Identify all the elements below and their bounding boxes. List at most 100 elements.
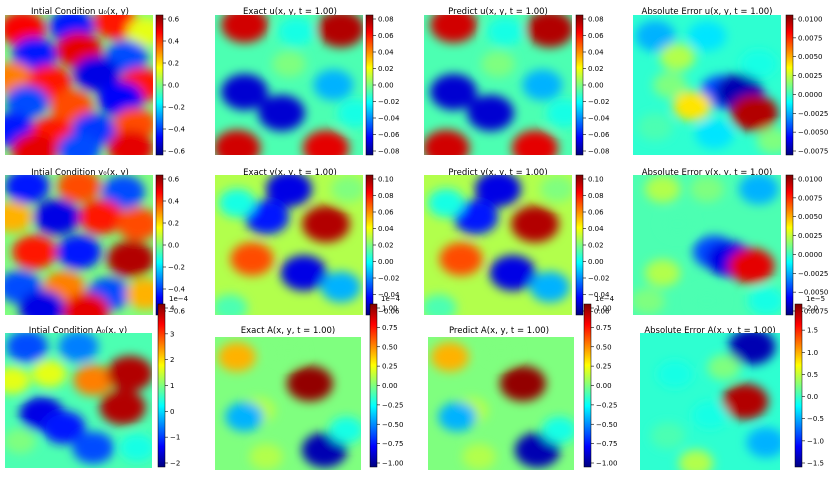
heatmap-blob xyxy=(277,17,315,47)
heatmap-blob xyxy=(56,234,102,270)
panel-title: Absolute Error A(x, y, t = 1.00) xyxy=(644,326,775,336)
colorbar-tick-label: 0.2 xyxy=(168,60,179,68)
colorbar-tick-label: 0.0100 xyxy=(798,176,823,184)
colorbar-tick-label: 0.0075 xyxy=(798,194,823,202)
panel-title: Absolute Error u(x, y, t = 1.00) xyxy=(642,7,773,17)
colorbar-tick-label: −0.25 xyxy=(382,401,403,409)
colorbar-multiplier: 1e−4 xyxy=(169,295,189,303)
panel-title: Intial Condition A₀(x, y) xyxy=(29,326,127,336)
panel-9: Intial Condition A₀(x, y) 4 3 2 1 0 −1 −2 1e−4 xyxy=(5,295,189,468)
colorbar: 4 3 2 1 0 −1 −2 1e−4 xyxy=(157,295,189,468)
colorbar-tick-label: −0.2 xyxy=(168,264,185,272)
heatmap-blob xyxy=(644,175,681,203)
heatmap-blob xyxy=(721,383,769,420)
colorbar-tick-label: −0.02 xyxy=(378,275,399,283)
panel-2: Exact u(x, y, t = 1.00)0.080.060.040.020… xyxy=(215,7,400,156)
heatmap-blob xyxy=(12,234,57,270)
heatmap-blob xyxy=(678,449,714,470)
heatmap-blob xyxy=(690,175,724,203)
panel-title: Exact A(x, y, t = 1.00) xyxy=(241,326,335,336)
colorbar-tick-label: −0.06 xyxy=(588,308,610,316)
panel-5: Intial Condition v₀(x, y) 0.6 0.4 0.2 0.0 −0.… xyxy=(5,168,186,316)
heatmap-blob xyxy=(42,410,86,445)
heatmap-blob xyxy=(486,17,524,47)
heatmap-blob xyxy=(18,290,66,315)
colorbar-tick-label: 0.0050 xyxy=(798,213,823,221)
colorbar-tick-label: 0.0050 xyxy=(798,53,823,61)
heatmap-blob xyxy=(740,49,778,79)
heatmap-blob xyxy=(5,201,33,233)
colorbar-tick-label: −0.6 xyxy=(168,308,186,316)
heatmap-blob xyxy=(687,21,727,51)
colorbar-tick-label: −0.75 xyxy=(382,440,403,448)
heatmap xyxy=(215,175,363,315)
heatmap-blob xyxy=(511,205,559,243)
colorbar-tick-label: −0.04 xyxy=(378,115,400,123)
heatmap xyxy=(424,15,572,155)
colorbar: 0.08 0.06 0.04 0.02 0.00 −0.02 −0.04 −0.06 −0.08 xyxy=(575,14,610,156)
heatmap-blob xyxy=(101,175,145,209)
heatmap-blob xyxy=(489,255,536,291)
heatmap-blob xyxy=(756,127,781,155)
heatmap-blob xyxy=(244,199,290,235)
heatmap-blob xyxy=(221,73,269,111)
heatmap-blob xyxy=(5,85,49,119)
colorbar-gradient xyxy=(369,303,378,468)
colorbar-tick-label: 0.08 xyxy=(378,192,394,200)
colorbar-tick-label: −0.0075 xyxy=(798,148,828,156)
colorbar-tick-label: 0.0 xyxy=(168,82,179,90)
colorbar-tick-label: −0.02 xyxy=(378,98,399,106)
colorbar-tick-label: 0.00 xyxy=(378,82,394,90)
colorbar-tick-label: −0.02 xyxy=(588,98,609,106)
colorbar-tick-label: 1.00 xyxy=(382,305,398,313)
colorbar-tick-label: 0.75 xyxy=(382,324,398,332)
colorbar-gradient xyxy=(157,303,166,468)
colorbar-tick-label: −0.06 xyxy=(378,131,400,139)
colorbar-tick-label: 0.08 xyxy=(378,16,394,24)
heatmap-blob xyxy=(635,20,676,52)
colorbar-gradient xyxy=(575,174,584,316)
colorbar-tick-label: 0.02 xyxy=(588,242,604,250)
colorbar-tick-label: −1.0 xyxy=(807,437,824,445)
colorbar-tick-label: 0.00 xyxy=(378,258,394,266)
heatmap-blob xyxy=(73,364,114,396)
heatmap-blob xyxy=(511,130,559,155)
colorbar-tick-label: −0.06 xyxy=(378,308,400,316)
heatmap-blob xyxy=(286,365,334,402)
heatmap-blob xyxy=(280,255,327,291)
colorbar-tick-label: 0.00 xyxy=(596,382,612,390)
heatmap-blob xyxy=(659,210,696,238)
heatmap xyxy=(424,175,572,315)
heatmap-blob xyxy=(6,333,48,363)
colorbar-tick-label: −1 xyxy=(170,434,180,442)
colorbar-tick-label: −0.2 xyxy=(168,104,185,112)
panel-1: Intial Condition u₀(x, y) 0.6 0.4 0.2 0.0 −0.… xyxy=(5,7,186,156)
colorbar-tick-label: 0.0 xyxy=(168,242,179,250)
heatmap-blob xyxy=(695,119,734,149)
colorbar-gradient xyxy=(785,14,794,156)
heatmap-blob xyxy=(31,359,67,388)
colorbar: 1.00 0.75 0.50 0.25 0.00 −0.25 −0.50 −0.75 −1.00… xyxy=(583,295,617,468)
heatmap-blob xyxy=(302,130,350,155)
colorbar-tick-label: 0.6 xyxy=(168,176,180,184)
panel-10: Exact A(x, y, t = 1.00) 1.00 0.75 0.50 0.25 0… xyxy=(215,295,403,470)
colorbar-tick-label: 0.04 xyxy=(378,225,394,233)
heatmap-blob xyxy=(653,71,687,99)
colorbar-tick-label: −0.0025 xyxy=(798,110,828,118)
colorbar-tick-label: 1.0 xyxy=(807,349,818,357)
heatmap-blob xyxy=(637,113,673,141)
colorbar-tick-label: −1.00 xyxy=(596,460,617,468)
panel-11: Predict A(x, y, t = 1.00) 1.00 0.75 0.50 0.2… xyxy=(428,295,617,470)
heatmap xyxy=(5,333,152,468)
heatmap-blob xyxy=(249,443,283,470)
heatmap-blob xyxy=(484,337,518,363)
heatmap-blob xyxy=(738,175,779,205)
heatmap-blob xyxy=(57,175,101,203)
colorbar-tick-label: 0.0000 xyxy=(798,91,823,99)
colorbar-gradient xyxy=(583,303,592,468)
heatmap-blob xyxy=(438,402,477,432)
colorbar-tick-label: 0.00 xyxy=(588,82,604,90)
colorbar-gradient xyxy=(794,303,803,468)
heatmap xyxy=(5,15,153,155)
